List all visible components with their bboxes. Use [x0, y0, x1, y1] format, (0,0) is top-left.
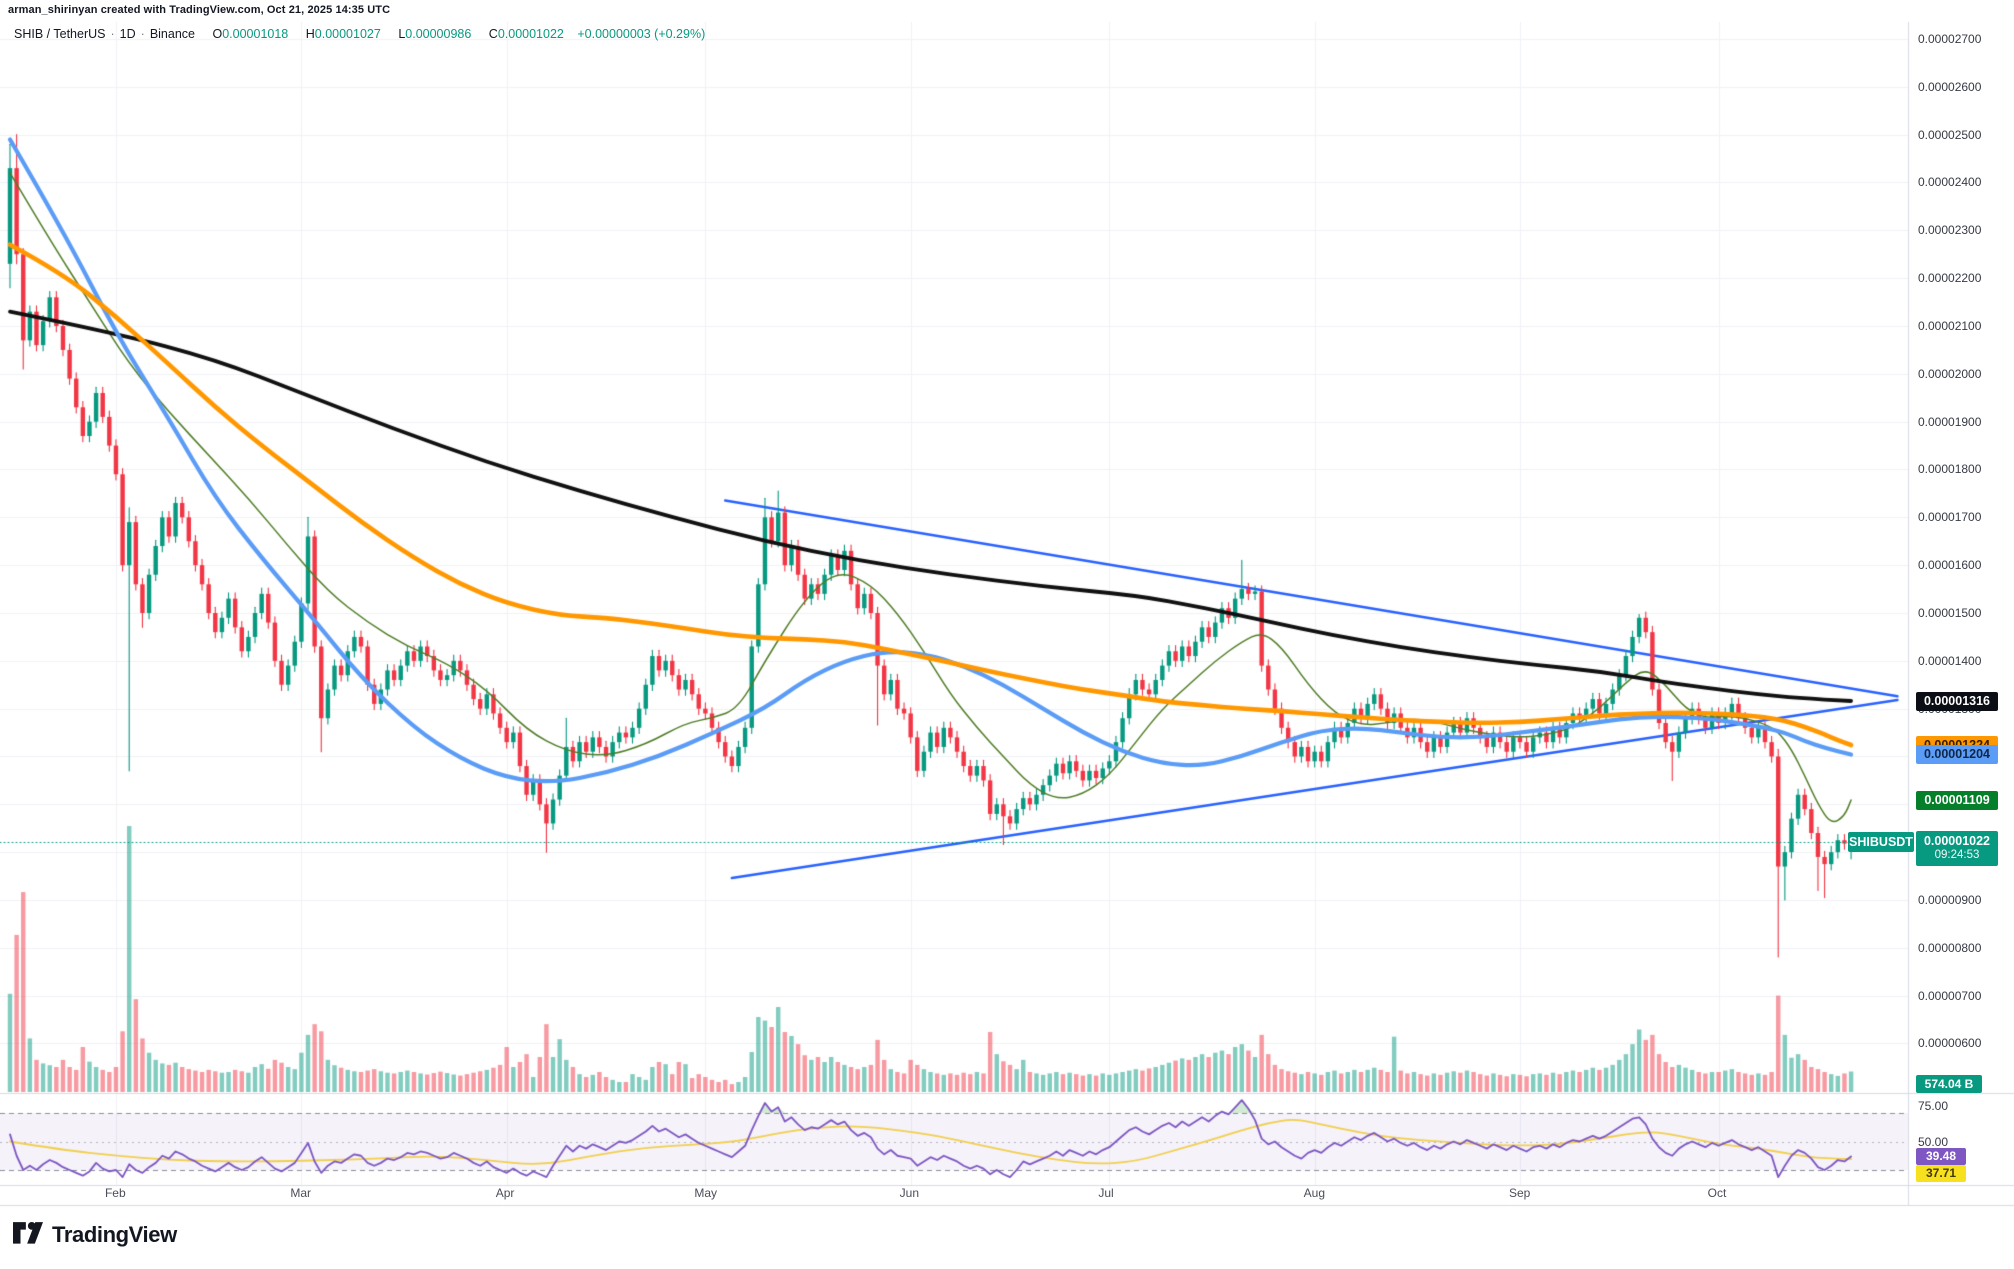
ohlc-high: H0.00001027 [305, 27, 381, 41]
ema21-price-badge: 0.00001109 [1916, 790, 1998, 810]
time-tick-label: Apr [495, 1186, 515, 1200]
legend-separator: · [140, 27, 145, 41]
time-tick-label: Aug [1303, 1186, 1325, 1200]
time-tick-label: Jul [1098, 1186, 1114, 1200]
time-tick-label: Sep [1508, 1186, 1531, 1200]
rsi-ma-value-badge: 37.71 [1916, 1165, 1966, 1182]
ma50-price-badge: 0.00001204 [1916, 745, 1998, 765]
price-tick-label: 0.00002300 [1918, 223, 1982, 238]
ohlc-low: L0.00000986 [398, 27, 472, 41]
ma200-price-badge: 0.00001316 [1916, 691, 1998, 711]
price-tick-label: 0.00001400 [1918, 653, 1982, 668]
ohlc-open: O0.00001018 [212, 27, 289, 41]
price-tick-label: 0.00002500 [1918, 127, 1982, 142]
price-tick-label: 0.00001800 [1918, 462, 1982, 477]
time-tick-label: Jun [899, 1186, 920, 1200]
rsi-tick-label: 75.00 [1918, 1098, 1949, 1113]
last-price-badge: 0.00001022 09:24:53 [1916, 830, 1998, 866]
price-tick-label: 0.00001900 [1918, 414, 1982, 429]
price-tick-label: 0.00001600 [1918, 558, 1982, 573]
bar-countdown: 09:24:53 [1934, 849, 1980, 862]
rsi-value-badge: 39.48 [1916, 1147, 1966, 1165]
legend: SHIB / TetherUS · 1D · Binance O0.00001018 H… [14, 27, 705, 41]
ohlc-close: C0.00001022 [488, 27, 564, 41]
watermark-credit: arman_shirinyan created with TradingView… [8, 4, 391, 16]
exchange[interactable]: Binance [149, 27, 195, 41]
tradingview-logo-icon [13, 1222, 43, 1244]
time-tick-label: Feb [104, 1186, 126, 1200]
price-tick-label: 0.00000800 [1918, 940, 1982, 955]
price-tick-label: 0.00000700 [1918, 988, 1982, 1003]
last-price: 0.00001022 [1923, 834, 1991, 849]
price-tick-label: 0.00001700 [1918, 510, 1982, 525]
price-tick-label: 0.00002100 [1918, 318, 1982, 333]
price-tick-label: 0.00002700 [1918, 32, 1982, 46]
volume-badge: 574.04 B [1916, 1075, 1982, 1093]
price-tick-label: 0.00002200 [1918, 271, 1982, 286]
price-tick-label: 0.00002600 [1918, 79, 1982, 94]
price-tick-label: 0.00002000 [1918, 366, 1982, 381]
price-tick-label: 0.00002400 [1918, 175, 1982, 190]
tradingview-logo[interactable]: TradingView [13, 1222, 177, 1248]
price-tick-label: 0.00001500 [1918, 605, 1982, 620]
time-tick-label: Mar [290, 1186, 312, 1200]
rsi-tick-label: 50.00 [1918, 1134, 1949, 1149]
price-tick-label: 0.00000600 [1918, 1036, 1982, 1051]
change-value: +0.00000003 (+0.29%) [577, 27, 706, 41]
time-tick-label: May [694, 1186, 718, 1200]
interval[interactable]: 1D [119, 27, 136, 41]
price-tick-label: 0.00000900 [1918, 892, 1982, 907]
time-tick-label: Oct [1707, 1186, 1727, 1200]
tradingview-wordmark: TradingView [52, 1222, 177, 1247]
legend-separator: · [110, 27, 115, 41]
symbol-name[interactable]: SHIB / TetherUS [14, 27, 106, 41]
symbol-tag-badge: SHIBUSDT [1848, 831, 1914, 852]
